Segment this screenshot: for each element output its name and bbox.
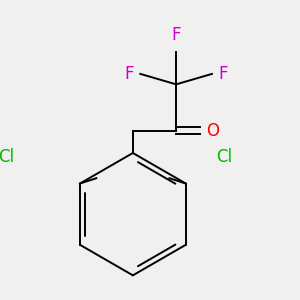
Text: F: F	[125, 65, 134, 83]
Text: Cl: Cl	[0, 148, 15, 166]
Text: F: F	[171, 26, 181, 44]
Text: F: F	[218, 65, 227, 83]
Text: Cl: Cl	[216, 148, 232, 166]
Text: O: O	[206, 122, 219, 140]
